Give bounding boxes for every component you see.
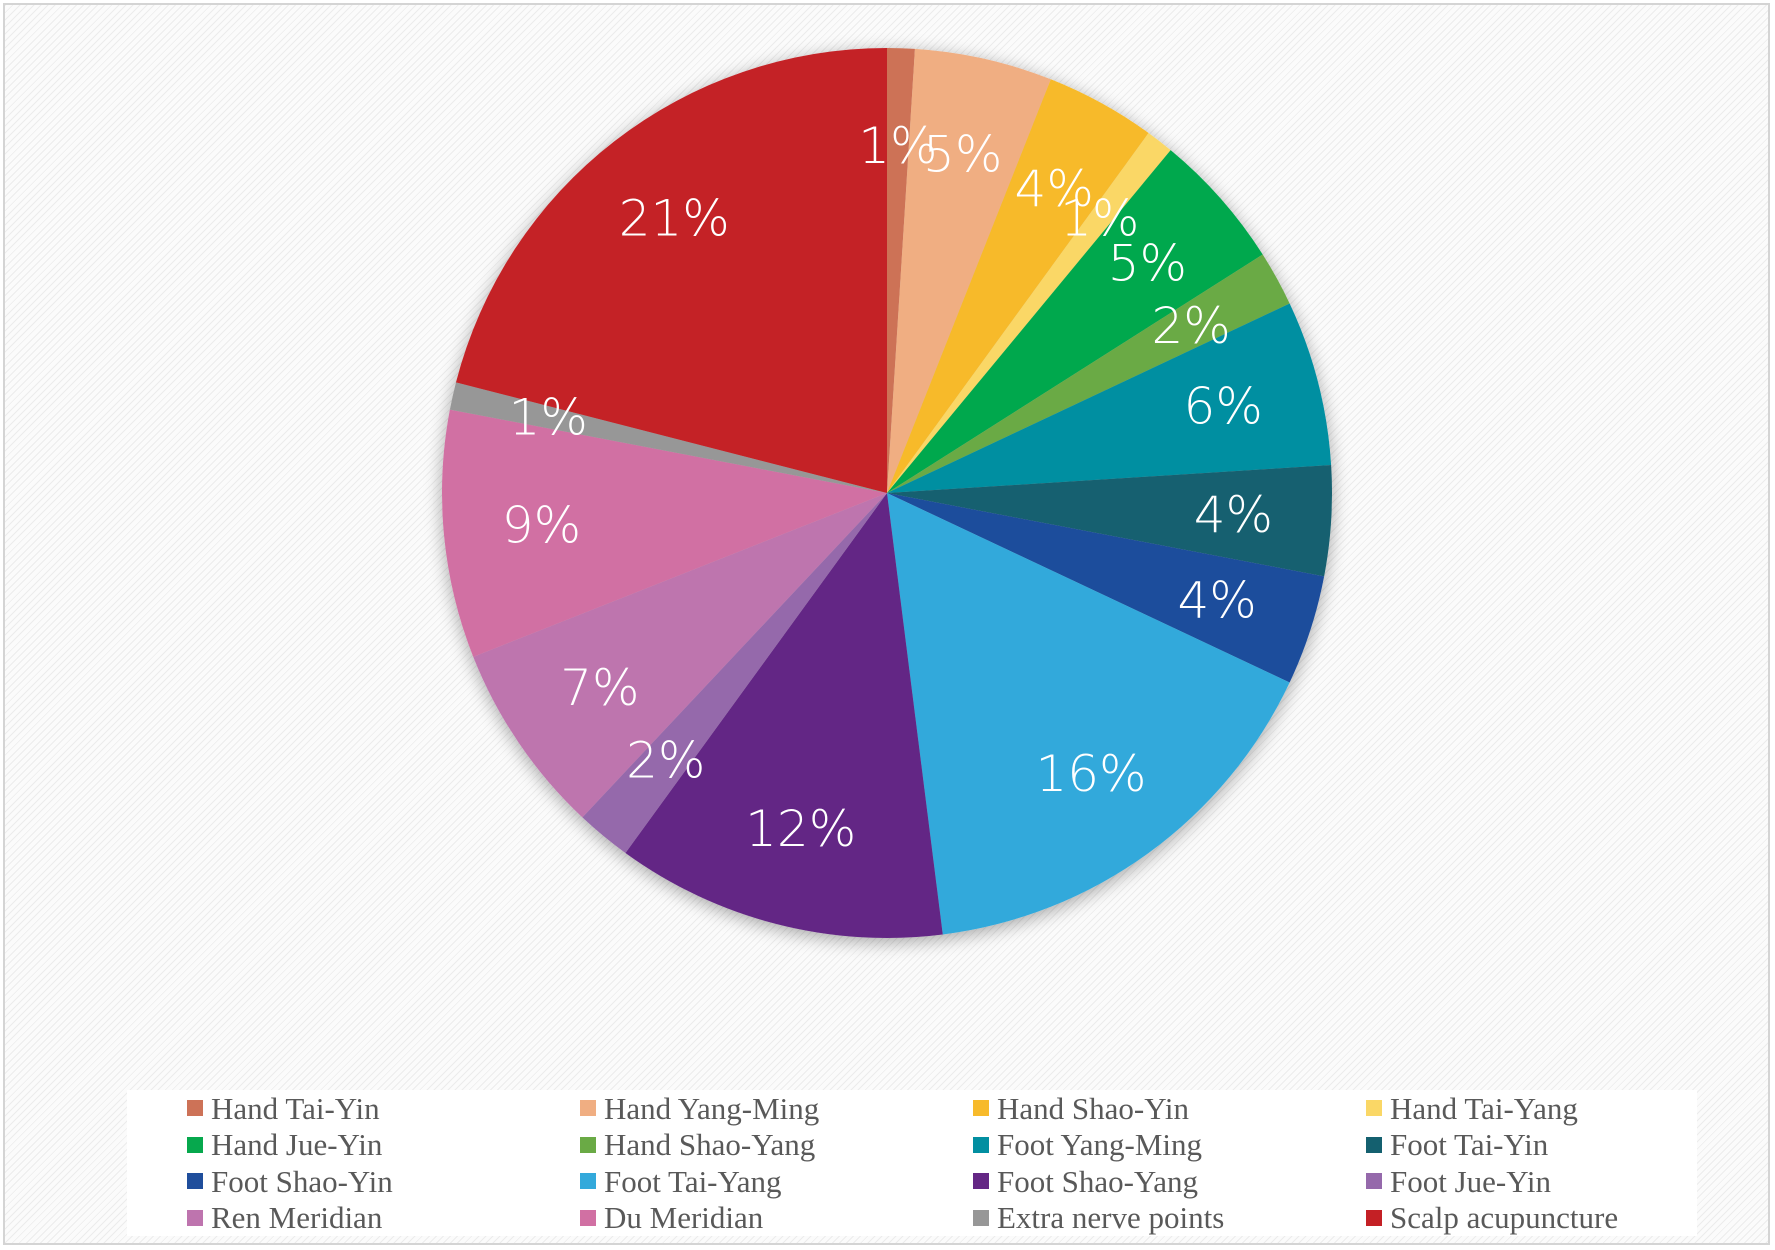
data-label-foot-tai-yin: 4% — [1194, 486, 1273, 544]
legend-item-du-meridian: Du Meridian — [580, 1200, 973, 1237]
legend-swatch — [580, 1100, 596, 1117]
data-label-hand-jue-yin: 5% — [1108, 234, 1187, 292]
legend-label: Scalp acupuncture — [1390, 1200, 1619, 1236]
legend-item-hand-yang-ming: Hand Yang-Ming — [580, 1090, 973, 1127]
legend-label: Hand Tai-Yin — [211, 1090, 380, 1126]
pie-slices — [442, 47, 1332, 938]
legend-swatch — [973, 1209, 989, 1226]
legend-label: Foot Shao-Yang — [997, 1163, 1198, 1199]
legend-label: Foot Jue-Yin — [1390, 1163, 1552, 1199]
legend: Hand Tai-Yin Hand Yang-Ming Hand Shao-Yin H… — [127, 1090, 1697, 1236]
data-label-hand-tai-yin: 1% — [858, 117, 937, 175]
legend-swatch — [973, 1173, 989, 1190]
legend-item-foot-yang-ming: Foot Yang-Ming — [973, 1127, 1366, 1164]
legend-swatch — [580, 1209, 596, 1226]
pie-slice-foot-jue-yin — [582, 493, 887, 854]
data-label-hand-tai-yang: 1% — [1060, 190, 1139, 248]
pie-slice-ren-meridian — [473, 493, 887, 818]
legend-swatch — [580, 1136, 596, 1153]
legend-label: Foot Tai-Yin — [1390, 1127, 1549, 1163]
legend-item-foot-tai-yin: Foot Tai-Yin — [1366, 1127, 1696, 1164]
legend-label: Hand Jue-Yin — [211, 1127, 383, 1163]
data-label-hand-shao-yin: 4% — [1015, 160, 1094, 218]
legend-label: Foot Yang-Ming — [997, 1127, 1202, 1163]
pie-slice-foot-shao-yin — [887, 493, 1325, 683]
pie-slice-hand-tai-yin — [887, 48, 915, 493]
data-label-extra-nerve-points: 1% — [509, 388, 588, 446]
pie-slice-scalp-acupuncture — [455, 47, 887, 494]
pie-slice-foot-tai-yin — [887, 465, 1332, 577]
legend-label: Ren Meridian — [211, 1200, 383, 1236]
legend-label: Foot Shao-Yin — [211, 1163, 393, 1199]
legend-label: Foot Tai-Yang — [604, 1163, 782, 1199]
pie-slice-du-meridian — [442, 409, 887, 657]
legend-item-foot-shao-yin: Foot Shao-Yin — [187, 1163, 580, 1200]
legend-item-hand-shao-yin: Hand Shao-Yin — [973, 1090, 1366, 1127]
pie-data-labels: 1%5%4%1%5%2%6%4%4%16%12%2%7%9%1%21% — [502, 117, 1273, 858]
pie-slice-extra-nerve-points — [449, 382, 887, 493]
pie-slice-foot-yang-ming — [887, 303, 1332, 493]
data-label-foot-yang-ming: 6% — [1184, 378, 1263, 436]
data-label-hand-shao-yang: 2% — [1152, 297, 1231, 355]
data-label-scalp-acupuncture: 21% — [619, 190, 730, 248]
legend-swatch — [187, 1209, 203, 1226]
legend-swatch — [1366, 1209, 1382, 1226]
legend-item-hand-tai-yang: Hand Tai-Yang — [1366, 1090, 1696, 1127]
chart-area: 1% 5% 4% 1% 5% 2% 6% 4% 4% 16% 12% 2% 7% 9% 1% 21% Hand… — [3, 3, 1770, 1245]
legend-swatch — [1366, 1173, 1382, 1190]
pie-slice-hand-shao-yang — [887, 254, 1290, 493]
data-label-foot-jue-yin: 2% — [626, 731, 705, 789]
legend-item-scalp-acupuncture: Scalp acupuncture — [1366, 1200, 1696, 1237]
legend-swatch — [187, 1100, 203, 1117]
legend-item-foot-shao-yang: Foot Shao-Yang — [973, 1163, 1366, 1200]
legend-swatch — [187, 1136, 203, 1153]
pie-slice-hand-yang-ming — [887, 48, 1051, 493]
legend-item-hand-jue-yin: Hand Jue-Yin — [187, 1127, 580, 1164]
legend-item-hand-tai-yin: Hand Tai-Yin — [187, 1090, 580, 1127]
legend-label: Hand Yang-Ming — [604, 1090, 820, 1126]
data-label-foot-tai-yang: 16% — [1035, 745, 1146, 803]
legend-grid: Hand Tai-Yin Hand Yang-Ming Hand Shao-Yin H… — [187, 1090, 1697, 1236]
legend-swatch — [580, 1173, 596, 1190]
legend-swatch — [973, 1136, 989, 1153]
data-label-ren-meridian: 7% — [560, 659, 639, 717]
legend-swatch — [1366, 1100, 1382, 1117]
legend-label: Du Meridian — [604, 1200, 764, 1236]
data-label-foot-shao-yin: 4% — [1177, 571, 1256, 629]
legend-label: Hand Tai-Yang — [1390, 1090, 1578, 1126]
pie-slice-hand-jue-yin — [887, 150, 1263, 493]
legend-swatch — [1366, 1136, 1382, 1153]
legend-item-hand-shao-yang: Hand Shao-Yang — [580, 1127, 973, 1164]
legend-item-extra-nerve-points: Extra nerve points — [973, 1200, 1366, 1237]
pie-chart: 1%5%4%1%5%2%6%4%4%16%12%2%7%9%1%21% — [442, 47, 1332, 938]
pie-slice-hand-tai-yang — [887, 132, 1171, 493]
legend-item-foot-jue-yin: Foot Jue-Yin — [1366, 1163, 1696, 1200]
pie-slice-hand-shao-yin — [887, 79, 1149, 494]
data-label-foot-shao-yang: 12% — [745, 800, 856, 858]
legend-swatch — [973, 1100, 989, 1117]
data-label-hand-yang-ming: 5% — [923, 125, 1002, 183]
legend-label: Hand Shao-Yang — [604, 1127, 816, 1163]
legend-item-ren-meridian: Ren Meridian — [187, 1200, 580, 1237]
pie-slice-foot-tai-yang — [887, 493, 1290, 935]
pie-slice-foot-shao-yang — [625, 493, 943, 938]
data-label-du-meridian: 9% — [502, 497, 581, 555]
legend-label: Hand Shao-Yin — [997, 1090, 1190, 1126]
legend-label: Extra nerve points — [997, 1200, 1225, 1236]
legend-item-foot-tai-yang: Foot Tai-Yang — [580, 1163, 973, 1200]
legend-swatch — [187, 1173, 203, 1190]
